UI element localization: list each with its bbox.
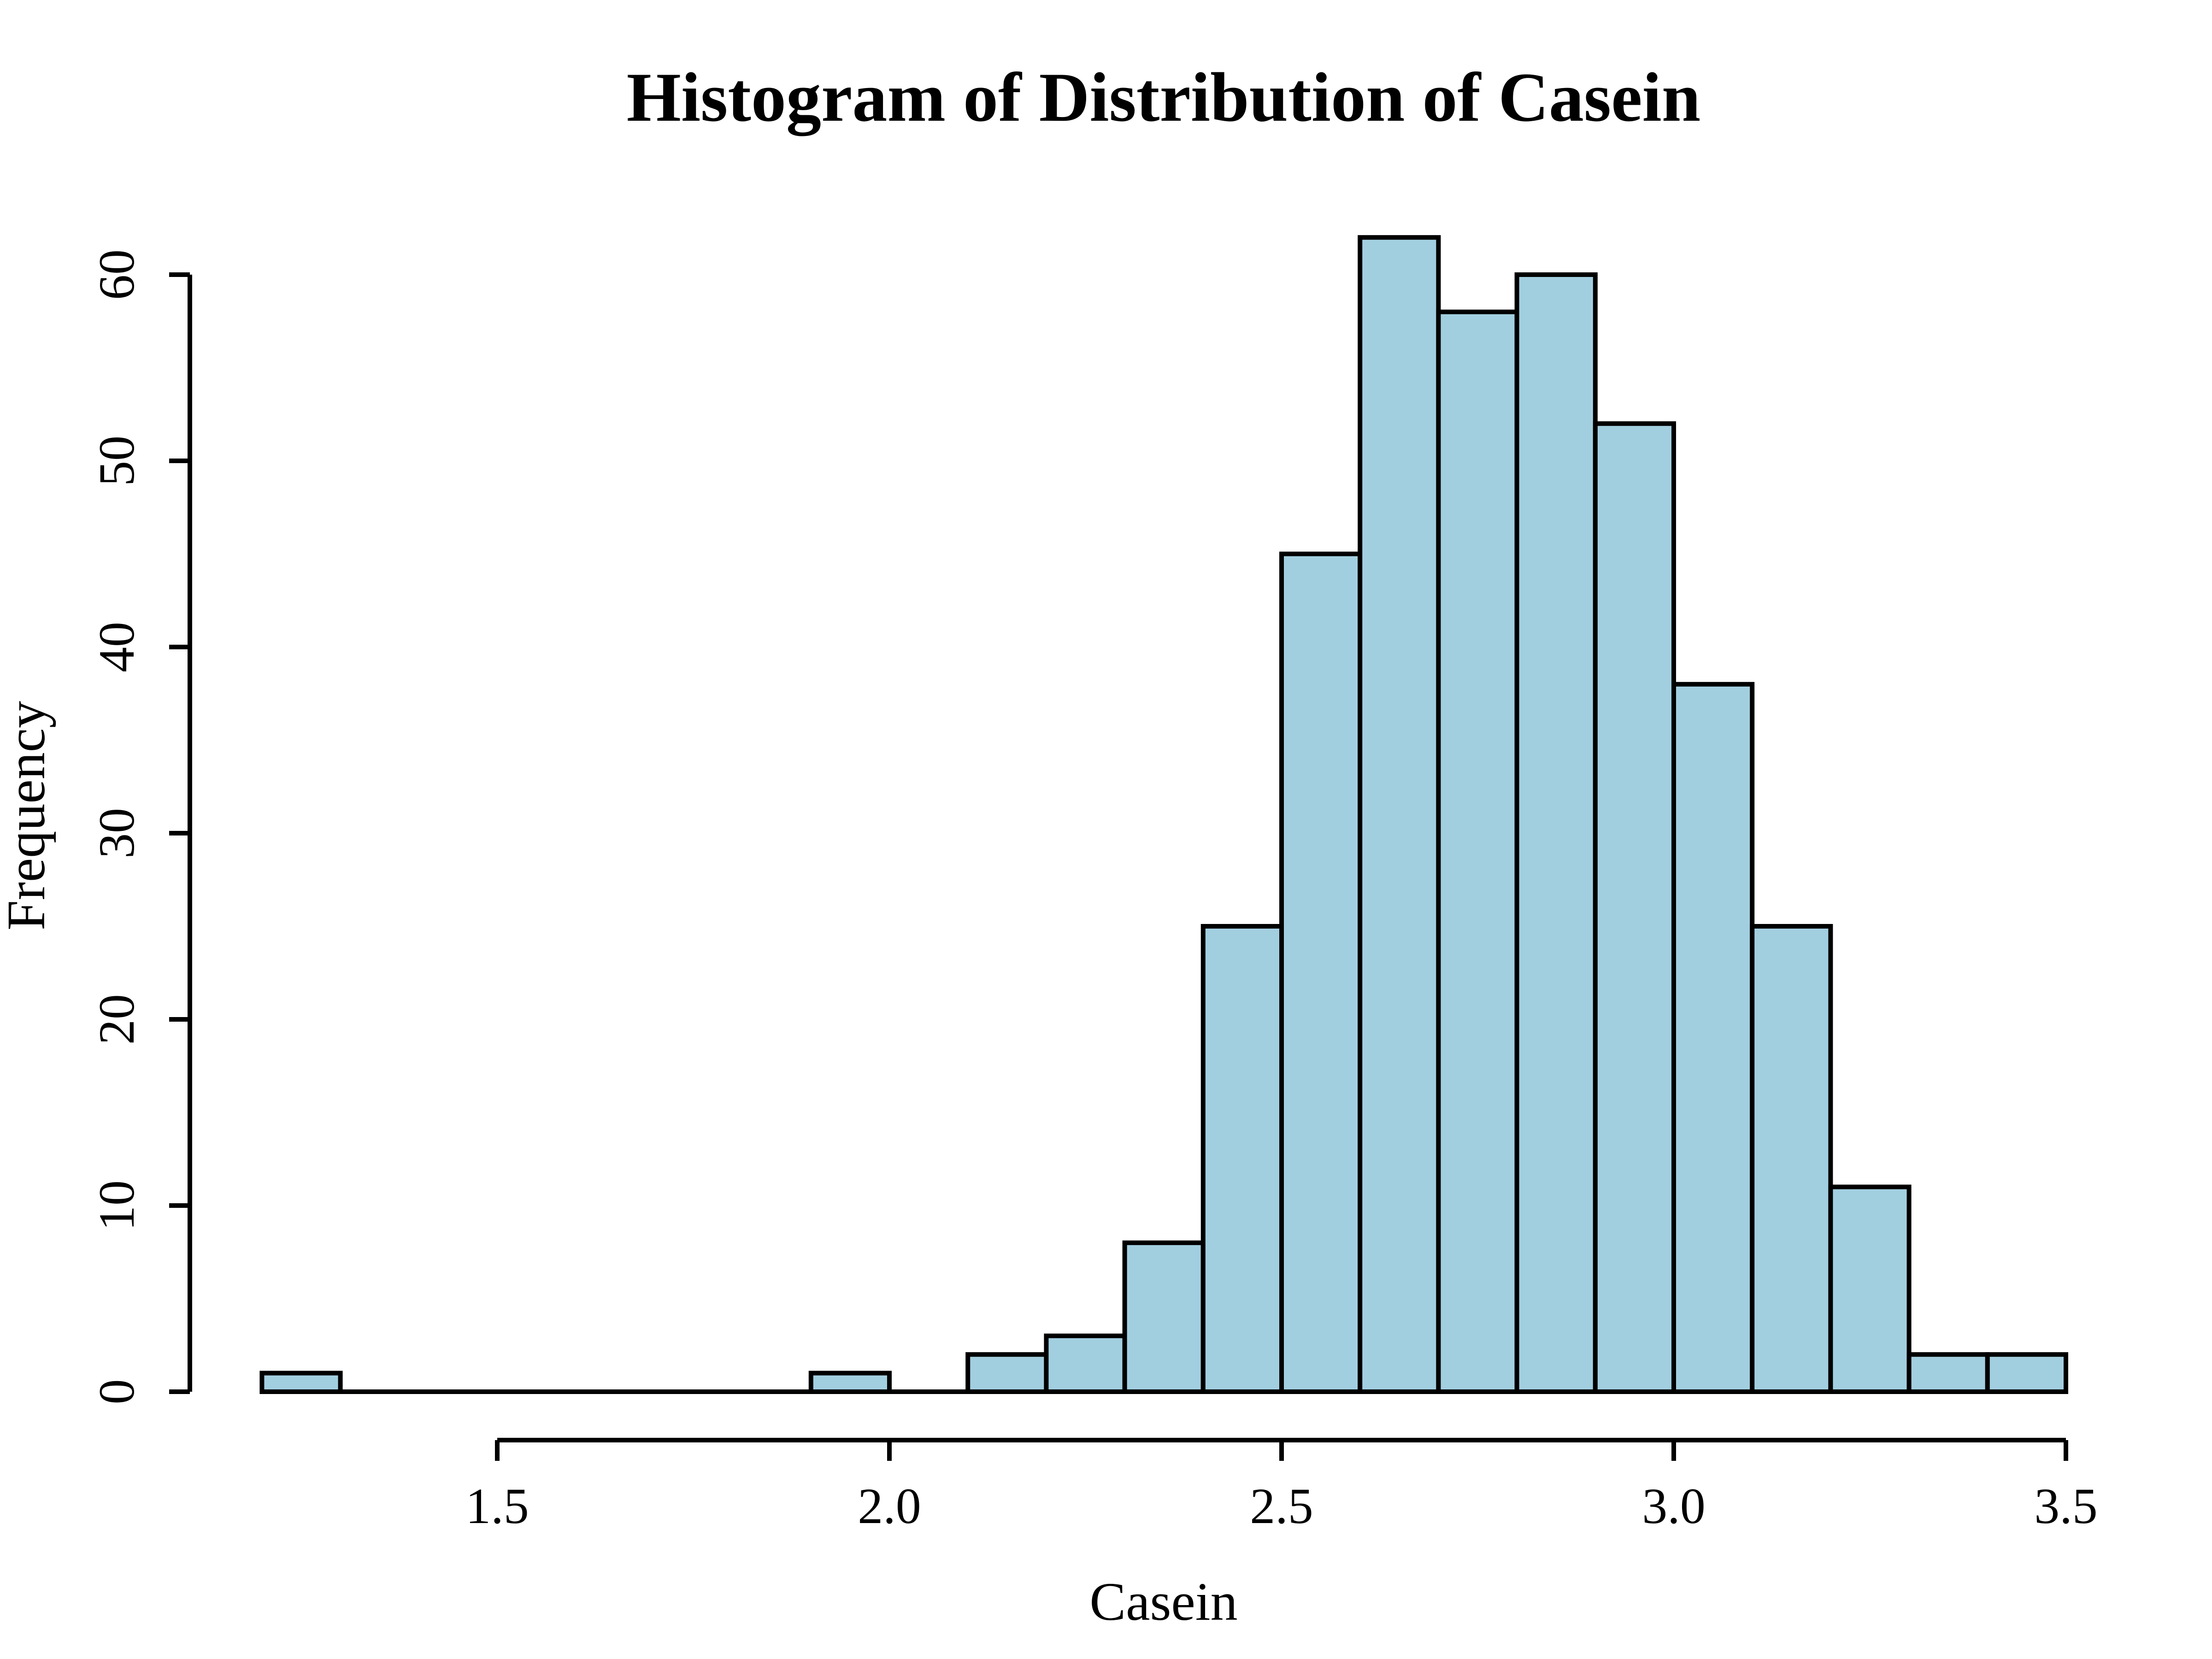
histogram-bar-0: [259, 1371, 343, 1394]
histogram-bar-11: [1122, 1240, 1206, 1394]
histogram-bar-16: [1514, 272, 1598, 1394]
chart-title: Histogram of Distribution of Casein: [627, 59, 1701, 136]
x-axis-label: Casein: [1089, 1571, 1237, 1632]
histogram-bar-14: [1358, 235, 1441, 1394]
histogram-bar-17: [1593, 421, 1677, 1394]
histogram-bar-19: [1750, 924, 1833, 1394]
histogram-bar-20: [1828, 1184, 1912, 1394]
bars-group: [259, 235, 2068, 1394]
y-axis: 0 10 20 30 40 50 60: [88, 249, 192, 1405]
y-tick-label-6: 60: [88, 249, 145, 300]
histogram-bar-22: [1985, 1352, 2068, 1394]
histogram-bar-15: [1436, 309, 1519, 1394]
histogram-bar-13: [1279, 552, 1363, 1394]
x-tick-label-2: 2.5: [1250, 1478, 1313, 1534]
histogram-bar-9: [965, 1352, 1049, 1394]
x-tick-label-0: 1.5: [465, 1478, 529, 1534]
y-tick-label-4: 40: [88, 622, 145, 672]
histogram-bar-12: [1200, 924, 1284, 1394]
x-tick-label-3: 3.0: [1642, 1478, 1706, 1534]
x-axis: 1.5 2.0 2.5 3.0 3.5: [465, 1438, 2098, 1534]
x-tick-label-1: 2.0: [858, 1478, 921, 1534]
y-tick-label-1: 10: [88, 1180, 145, 1231]
y-tick-label-2: 20: [88, 994, 145, 1045]
y-tick-label-0: 0: [88, 1379, 145, 1405]
y-tick-label-5: 50: [88, 435, 145, 486]
y-axis-label: Frequency: [0, 701, 56, 930]
histogram-bar-21: [1906, 1352, 1990, 1394]
histogram-bar-18: [1671, 682, 1755, 1394]
histogram-bar-10: [1044, 1333, 1127, 1394]
y-tick-label-3: 30: [88, 808, 145, 859]
x-tick-label-4: 3.5: [2034, 1478, 2098, 1534]
histogram-bar-7: [808, 1371, 892, 1394]
